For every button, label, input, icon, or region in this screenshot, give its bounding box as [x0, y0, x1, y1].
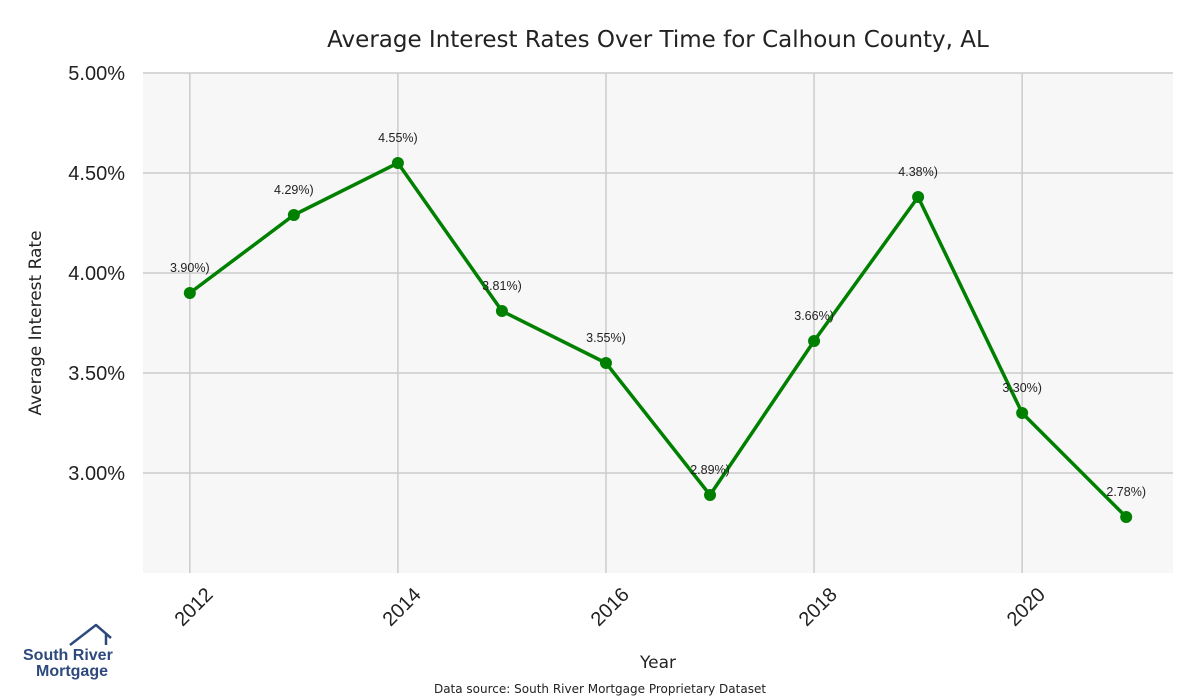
- x-tick-label: 2018: [795, 584, 842, 631]
- company-logo: South River Mortgage: [23, 623, 113, 680]
- y-tick-label: 4.00%: [68, 263, 125, 285]
- data-label: 3.55%): [586, 331, 626, 345]
- data-point: [183, 287, 196, 299]
- data-point: [808, 335, 821, 347]
- data-label: 2.89%): [690, 463, 730, 477]
- data-point: [599, 357, 612, 369]
- data-point: [1016, 407, 1029, 419]
- y-tick-label: 3.50%: [68, 363, 125, 385]
- x-gridlines: [189, 73, 1023, 573]
- logo-text-line2: Mortgage: [36, 663, 108, 680]
- data-label: 3.30%): [1002, 381, 1042, 395]
- data-point: [704, 489, 717, 501]
- series-group: [183, 157, 1133, 523]
- data-point: [1120, 511, 1133, 523]
- plot-area: [143, 73, 1173, 573]
- data-point: [495, 305, 508, 317]
- y-axis-label: Average Interest Rate: [26, 230, 46, 415]
- x-tick-label: 2016: [587, 584, 634, 631]
- y-gridlines: [143, 72, 1173, 474]
- series-line: [188, 161, 1128, 519]
- x-tick-label: 2014: [379, 584, 426, 631]
- x-axis-label: Year: [639, 653, 676, 673]
- data-label: 4.55%): [378, 131, 418, 145]
- y-tick-label: 3.00%: [68, 463, 125, 485]
- data-label: 3.90%): [170, 261, 210, 275]
- y-tick-label: 4.50%: [68, 163, 125, 185]
- data-source-note: Data source: South River Mortgage Propri…: [434, 682, 766, 696]
- data-point: [912, 191, 925, 203]
- x-tick-label: 2012: [171, 584, 218, 631]
- y-tick-labels: 3.00% 3.50% 4.00% 4.50% 5.00%: [68, 63, 125, 485]
- x-tick-labels: 2012 2014 2016 2018 2020: [171, 584, 1050, 631]
- data-point: [391, 157, 404, 169]
- data-labels: 3.90%) 4.29%) 4.55%) 3.81%) 3.55%) 2.89%) 3.66…: [170, 131, 1146, 499]
- x-tick-label: 2020: [1003, 584, 1050, 631]
- chart-title: Average Interest Rates Over Time for Cal…: [327, 27, 989, 53]
- data-label: 4.38%): [898, 165, 938, 179]
- data-label: 3.81%): [482, 279, 522, 293]
- data-label: 3.66%): [794, 309, 834, 323]
- data-point: [287, 209, 300, 221]
- logo-text-line1: South River: [23, 647, 113, 664]
- data-label: 4.29%): [274, 183, 314, 197]
- y-tick-label: 5.00%: [68, 63, 125, 85]
- data-label: 2.78%): [1106, 485, 1146, 499]
- house-roof-icon: [69, 623, 112, 646]
